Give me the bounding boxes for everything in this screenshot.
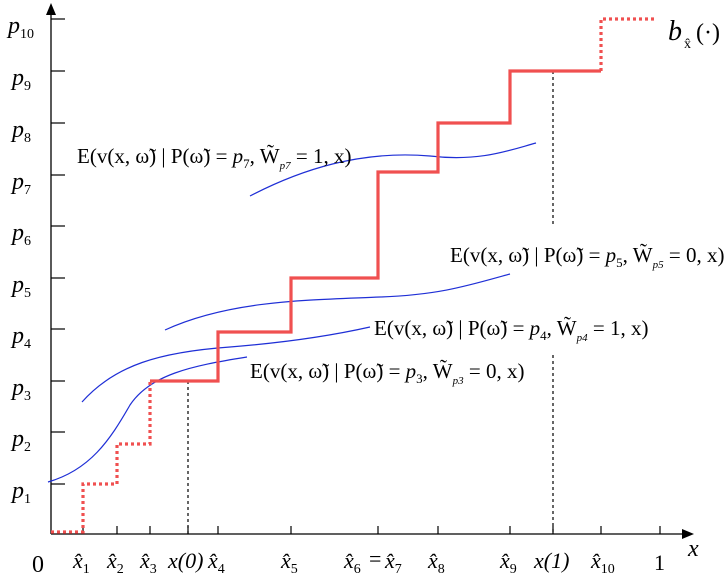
curve-p3-w0 — [47, 356, 248, 483]
x-tick-labels: x̂1 x̂2 x̂3 x(0) x̂4 x̂5 x̂6 = x̂7 x̂8 x… — [72, 546, 615, 577]
y-label-p4: p4 — [10, 323, 31, 352]
curve-labels: E(v(x, ω̃) | P(ω̃) = p7, W̃p7 = 1, x) E(… — [77, 144, 724, 387]
curve-p7-w1 — [249, 142, 537, 197]
curve-p4-w1 — [81, 326, 371, 403]
origin-label: 0 — [32, 552, 44, 578]
x-label-x1-end: x(1) — [533, 548, 569, 573]
x-axis-end-label: 1 — [654, 550, 665, 575]
y-label-p3: p3 — [10, 375, 31, 404]
x-label-x2: x̂2 — [106, 548, 124, 577]
curve-label-p4: E(v(x, ω̃) | P(ω̃) = p4, W̃p4 = 1, x) — [374, 316, 648, 344]
x-axis-arrow — [682, 529, 694, 539]
curve-label-p7: E(v(x, ω̃) | P(ω̃) = p7, W̃p7 = 1, x) — [77, 144, 351, 172]
y-label-p9: p9 — [10, 65, 31, 94]
curve-label-p5: E(v(x, ω̃) | P(ω̃) = p5, W̃p5 = 0, x) — [450, 243, 724, 271]
function-label-args: (·) — [696, 20, 720, 46]
x-axis-label: x — [687, 536, 699, 562]
step-dotted-right — [599, 17, 655, 71]
y-label-p8: p8 — [10, 117, 31, 146]
x-label-x3: x̂3 — [139, 548, 157, 577]
x-label-x9: x̂9 — [499, 548, 517, 577]
x-label-x1: x̂1 — [72, 548, 90, 577]
y-label-p6: p6 — [10, 220, 31, 249]
x-label-x6: x̂6 — [343, 548, 361, 577]
curve-p5-w0 — [164, 273, 511, 331]
x-label-x4: x̂4 — [207, 548, 225, 577]
x-ticks — [82, 526, 661, 534]
function-label: b x̂ (·) — [668, 16, 720, 52]
curve-label-p3: E(v(x, ω̃) | P(ω̃) = p3, W̃p3 = 0, x) — [250, 359, 524, 387]
step-solid — [150, 69, 601, 383]
y-label-p5: p5 — [10, 272, 31, 301]
function-label-sub: x̂ — [684, 37, 691, 52]
y-axis-arrow — [46, 3, 56, 15]
y-label-p1: p1 — [10, 478, 31, 507]
y-label-p7: p7 — [10, 169, 31, 198]
x-label-x7: x̂7 — [384, 548, 402, 577]
y-label-p10: p10 — [6, 13, 34, 42]
function-label-base: b — [668, 16, 682, 47]
x-label-x10: x̂10 — [590, 548, 615, 577]
y-label-p2: p2 — [10, 426, 31, 455]
x-label-x5: x̂5 — [280, 548, 298, 577]
step-dotted-left — [51, 381, 152, 534]
y-tick-labels: p1 p2 p3 p4 p5 p6 p7 p8 p9 p10 — [6, 13, 34, 507]
x-label-x0: x(0) — [167, 548, 203, 573]
x-label-equals: = — [369, 546, 381, 571]
y-ticks — [51, 18, 65, 485]
x-label-x8: x̂8 — [427, 548, 445, 577]
